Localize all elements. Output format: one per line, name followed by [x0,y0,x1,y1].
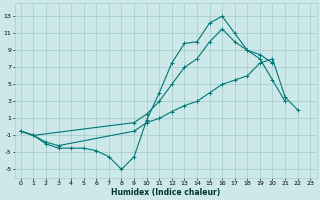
X-axis label: Humidex (Indice chaleur): Humidex (Indice chaleur) [111,188,220,197]
